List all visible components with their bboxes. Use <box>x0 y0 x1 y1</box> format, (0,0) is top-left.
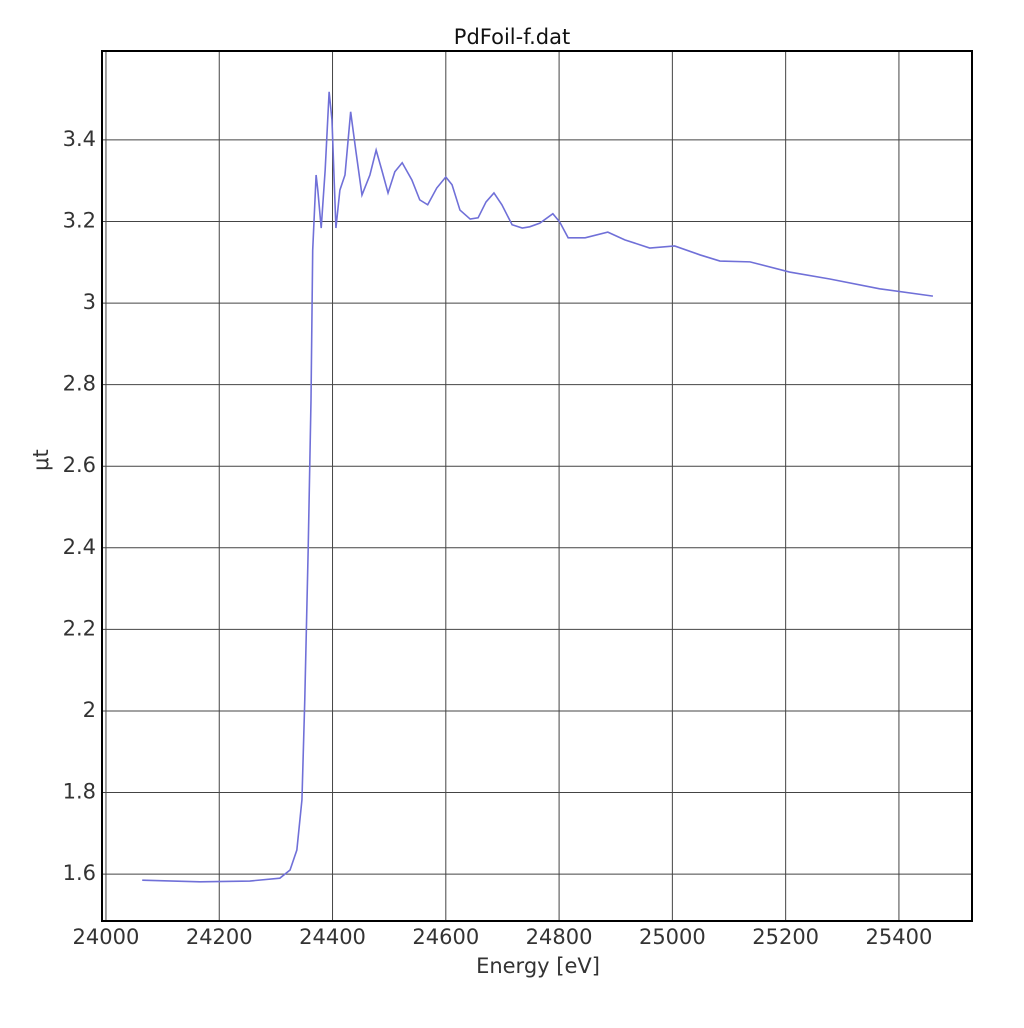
x-tick-label: 25000 <box>639 925 706 949</box>
y-tick-label: 1.8 <box>63 780 96 804</box>
plot-frame <box>101 50 973 922</box>
y-tick-label: 3 <box>83 290 96 314</box>
x-tick-label: 24400 <box>299 925 366 949</box>
y-tick-label: 2.6 <box>63 453 96 477</box>
x-tick-label: 25400 <box>866 925 933 949</box>
y-tick-label: 2.8 <box>63 372 96 396</box>
data-line <box>142 91 934 883</box>
x-tick-label: 24000 <box>73 925 140 949</box>
y-tick-label: 2.2 <box>63 616 96 640</box>
y-tick-label: 3.4 <box>63 127 96 151</box>
x-tick-label: 24200 <box>186 925 253 949</box>
x-tick-label: 24600 <box>412 925 479 949</box>
x-axis-label: Energy [eV] <box>476 954 600 978</box>
y-tick-label: 1.6 <box>63 861 96 885</box>
y-tick-label: 3.2 <box>63 208 96 232</box>
y-tick-label: 2.4 <box>63 535 96 559</box>
y-tick-label: 2 <box>83 698 96 722</box>
x-tick-label: 24800 <box>526 925 593 949</box>
x-tick-label: 25200 <box>752 925 819 949</box>
chart-title: PdFoil-f.dat <box>454 25 570 49</box>
y-axis-label: μt <box>29 449 53 471</box>
